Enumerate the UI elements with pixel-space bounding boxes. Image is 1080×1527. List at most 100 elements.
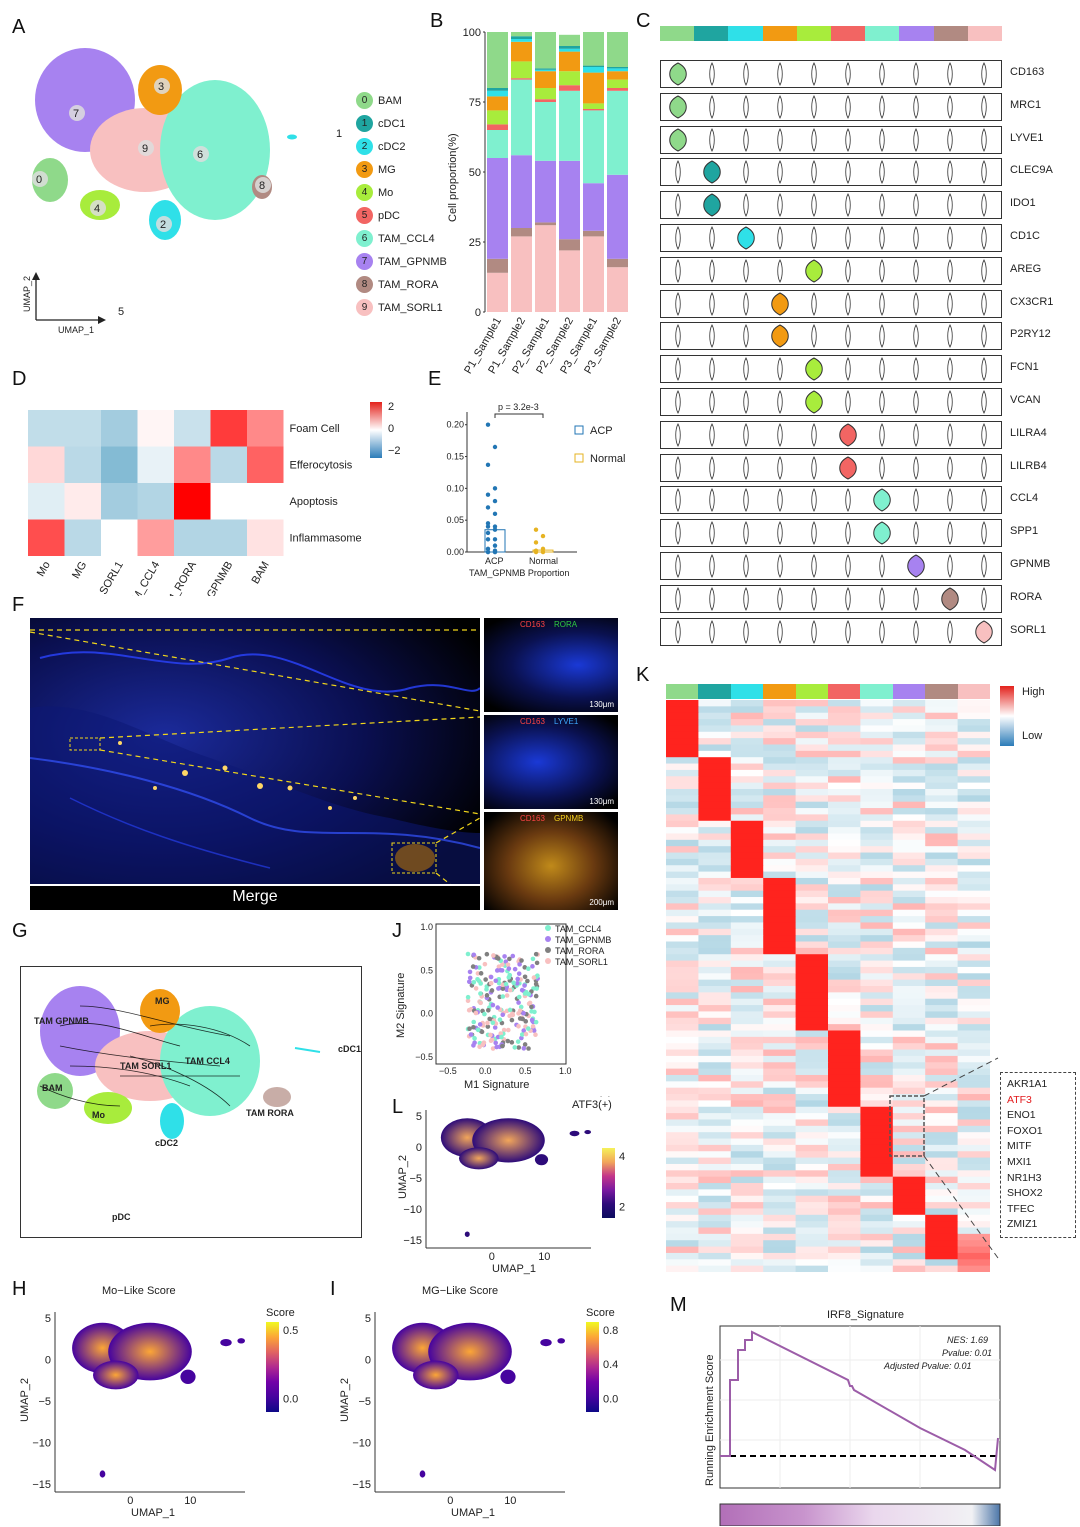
- heatmap-cell: [698, 1259, 732, 1267]
- heatmap-col-label: Mo: [35, 560, 53, 579]
- scatter-point: [465, 951, 471, 957]
- heatmap-cell: [698, 890, 732, 898]
- heatmap-cell: [828, 839, 861, 847]
- heatmap-cell: [666, 935, 699, 943]
- violin: [947, 291, 953, 316]
- heatmap-cell: [925, 820, 959, 828]
- heatmap-cell: [730, 820, 764, 828]
- violin: [981, 586, 987, 611]
- violin: [879, 455, 885, 480]
- gene-heatmap-panel: High Low AKR1A1 ATF3 ENO1 FOXO1 MITF MXI1 NR1H…: [660, 680, 1080, 1280]
- heatmap-cell: [957, 986, 990, 993]
- bar-segment: [607, 174, 628, 259]
- scatter-point: [471, 980, 477, 985]
- heatmap-cell: [247, 446, 284, 483]
- bar-segment: [535, 32, 556, 69]
- heatmap-cell: [795, 992, 829, 1000]
- heatmap-cell: [698, 719, 732, 726]
- bar-segment: [511, 32, 532, 37]
- scatter-point: [470, 964, 476, 969]
- heatmap-cell: [892, 1087, 926, 1095]
- violin: [709, 390, 715, 414]
- scatter-point: [526, 966, 531, 971]
- heatmap-cell: [666, 769, 699, 777]
- heatmap-cell: [666, 1119, 699, 1127]
- gsea-pvalue: Pvalue: 0.01: [942, 1348, 992, 1358]
- heatmap-cell: [957, 1227, 990, 1235]
- scatter-point: [477, 1022, 483, 1027]
- violin: [981, 291, 987, 316]
- heatmap-cell: [925, 1049, 959, 1057]
- tissue-overlay: [30, 629, 480, 910]
- heatmap-cell: [828, 909, 861, 917]
- velocity-streamlines: [39, 1005, 251, 1107]
- legend-label: BAM: [378, 94, 402, 107]
- heatmap-cell: [698, 1062, 732, 1070]
- heatmap-cell: [730, 935, 764, 943]
- heatmap-cell: [828, 1106, 861, 1114]
- violin: [947, 127, 953, 152]
- heatmap-cell: [698, 1163, 732, 1171]
- scatter-point: [511, 980, 516, 986]
- panel-letter-i: I: [330, 1278, 336, 1300]
- heatmap-cell: [730, 1055, 764, 1063]
- heatmap-cell: [666, 941, 699, 949]
- heatmap-color-scale: [1000, 686, 1014, 746]
- heatmap-cell: [795, 1233, 829, 1241]
- heatmap-cell: [795, 1202, 829, 1209]
- data-point: [533, 549, 539, 555]
- violin-row: [660, 60, 1002, 88]
- violin: [675, 226, 681, 250]
- heatmap-cell: [137, 519, 174, 556]
- heatmap-cell: [892, 1208, 926, 1216]
- heatmap-cell: [795, 909, 829, 917]
- heatmap-cell: [795, 877, 829, 885]
- heatmap-cell: [860, 1094, 894, 1101]
- heatmap-cell: [957, 750, 990, 758]
- umap-blob: [569, 1130, 580, 1137]
- inset-gpnmb: CD163 GPNMB 200μm: [484, 812, 618, 910]
- violin: [675, 258, 681, 283]
- heatmap-cell: [763, 922, 797, 930]
- violin: [669, 62, 687, 86]
- heatmap-cell: [892, 1055, 926, 1063]
- violin: [669, 95, 687, 119]
- heatmap-cell: [795, 757, 829, 765]
- scatter-point: [500, 994, 506, 999]
- violin-row: [660, 584, 1002, 613]
- heatmap-cell: [957, 712, 990, 720]
- heatmap-cell: [957, 979, 990, 987]
- heatmap-cell: [860, 712, 894, 720]
- m1-m2-signature-plot: 1.00.50.0−0.5−0.5 0.0 0.5 1.0M1 SignatureM2…: [395, 922, 611, 1091]
- bar-segment: [583, 103, 604, 109]
- heatmap-cell: [892, 1176, 926, 1184]
- heatmap-cell: [763, 795, 797, 803]
- heatmap-cell: [698, 884, 732, 892]
- scatter-point: [516, 1045, 522, 1050]
- violin: [941, 587, 959, 611]
- violin: [743, 586, 749, 611]
- heatmap-cell: [957, 788, 990, 796]
- violin: [845, 62, 851, 86]
- heatmap-cell: [860, 814, 894, 822]
- violin: [845, 291, 851, 316]
- heatmap-cell: [860, 1074, 894, 1082]
- heatmap-cell: [730, 1062, 764, 1070]
- scatter-point: [478, 1000, 483, 1006]
- heatmap-cell: [828, 744, 861, 752]
- heatmap-cell: [763, 1183, 797, 1190]
- heatmap-cell: [957, 706, 990, 714]
- gene-label: TFEC: [1007, 1202, 1035, 1215]
- scatter-point: [534, 960, 540, 966]
- colorbar-cell: [925, 684, 958, 699]
- heatmap-cell: [795, 801, 829, 809]
- heatmap-cell: [925, 1144, 959, 1152]
- heatmap-cell: [925, 954, 959, 962]
- scatter-point: [506, 966, 512, 971]
- umap-clusters-plot: 7 9 6 3 0 4 2 8 1 5 UMAP_1 UMAP_2: [22, 48, 342, 335]
- heatmap-cell: [698, 1005, 732, 1012]
- violin: [777, 619, 783, 644]
- heatmap-cell: [957, 992, 990, 1000]
- bar-segment: [607, 90, 628, 175]
